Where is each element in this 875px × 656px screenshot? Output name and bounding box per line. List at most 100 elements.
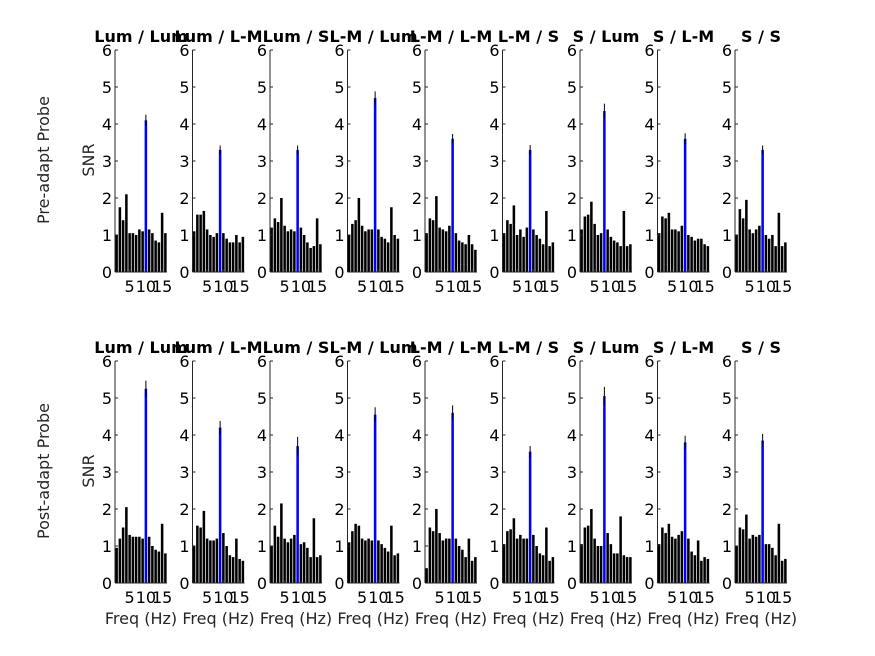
bar [467, 235, 471, 272]
y-tick-label: 0 [567, 574, 577, 593]
bar [115, 547, 118, 583]
y-tick-label: 0 [644, 263, 654, 282]
bar [606, 229, 609, 272]
y-tick-label: 5 [334, 389, 344, 408]
bar [545, 210, 548, 272]
y-tick-label: 0 [489, 574, 499, 593]
row-label-pre-adapt: Pre-adapt Probe [34, 96, 53, 224]
bar [235, 538, 238, 583]
bar [703, 244, 706, 272]
y-tick-label: 1 [412, 537, 422, 556]
bar [138, 229, 141, 272]
subplot-title: S / Lum [573, 338, 640, 357]
bar [596, 546, 600, 583]
bar [283, 538, 286, 583]
bar [160, 523, 164, 583]
y-tick-label: 2 [102, 500, 112, 519]
bar [125, 507, 128, 583]
bar [228, 555, 232, 583]
y-tick-label: 0 [334, 574, 344, 593]
bar [512, 518, 516, 583]
bar [764, 235, 768, 272]
y-tick-label: 0 [644, 574, 654, 593]
x-tick-label: 10 [291, 277, 311, 296]
bar [532, 534, 535, 583]
bar [357, 525, 361, 583]
bar [619, 246, 622, 272]
bar [306, 242, 309, 272]
bar [435, 196, 438, 272]
bar [354, 220, 357, 272]
x-tick-label: 10 [291, 588, 311, 607]
x-axis-label: Freq (Hz) [492, 609, 564, 628]
bar [312, 246, 316, 272]
y-tick-label: 2 [179, 500, 189, 519]
y-tick-label: 3 [334, 463, 344, 482]
x-tick-label: 15 [229, 277, 249, 296]
y-tick-label: 1 [644, 226, 654, 245]
x-tick-label: 15 [229, 588, 249, 607]
bar [515, 235, 519, 272]
y-tick-label: 3 [644, 152, 654, 171]
bar [370, 229, 374, 272]
subplot-title: S / L-M [653, 27, 714, 46]
bar [364, 540, 367, 583]
bar-highlight [451, 412, 454, 583]
y-tick-label: 0 [179, 574, 189, 593]
y-tick-label: 5 [412, 389, 422, 408]
bar [393, 555, 396, 583]
x-tick-label: 15 [307, 588, 327, 607]
y-tick-label: 6 [334, 352, 344, 371]
bar [674, 229, 677, 272]
y-tick-label: 1 [102, 226, 112, 245]
y-tick-label: 4 [334, 115, 344, 134]
bar [696, 238, 700, 272]
y-tick-label: 6 [567, 41, 577, 60]
bar [532, 229, 535, 272]
bar [231, 242, 235, 272]
bar [590, 201, 593, 272]
y-tick-label: 2 [644, 500, 654, 519]
bar [606, 533, 609, 583]
x-tick-label: 5 [667, 277, 677, 296]
bar [774, 555, 777, 583]
bar [512, 205, 516, 272]
bar [199, 527, 202, 583]
y-tick-label: 2 [412, 500, 422, 519]
y-tick-label: 4 [722, 426, 732, 445]
bar [751, 534, 755, 583]
bar [238, 558, 241, 583]
x-tick-label: 10 [136, 588, 156, 607]
x-tick-label: 15 [694, 277, 714, 296]
bar [593, 223, 596, 272]
bar-highlight [451, 138, 454, 272]
bar [622, 210, 626, 272]
x-tick-label: 5 [512, 588, 522, 607]
bar [141, 538, 144, 583]
y-tick-label: 5 [722, 78, 732, 97]
bar [228, 242, 232, 272]
bar [360, 538, 364, 583]
bar [147, 229, 151, 272]
y-tick-label: 2 [489, 189, 499, 208]
y-tick-label: 0 [257, 263, 267, 282]
bar [767, 544, 771, 583]
bar [138, 536, 141, 583]
bar [293, 231, 296, 272]
subplot-title: S / S [741, 27, 781, 46]
y-tick-label: 6 [334, 41, 344, 60]
bar [199, 214, 202, 272]
bar [315, 557, 319, 583]
bar [622, 555, 626, 583]
bar [293, 534, 296, 583]
bar [754, 536, 758, 583]
bar [357, 198, 361, 272]
x-axis-label: Freq (Hz) [647, 609, 719, 628]
subplot-title: Lum / Lum [94, 27, 188, 46]
subplot-title: L-M / S [498, 338, 559, 357]
bar [748, 229, 751, 272]
y-tick-label: 0 [412, 263, 422, 282]
x-tick-label: 10 [678, 588, 698, 607]
